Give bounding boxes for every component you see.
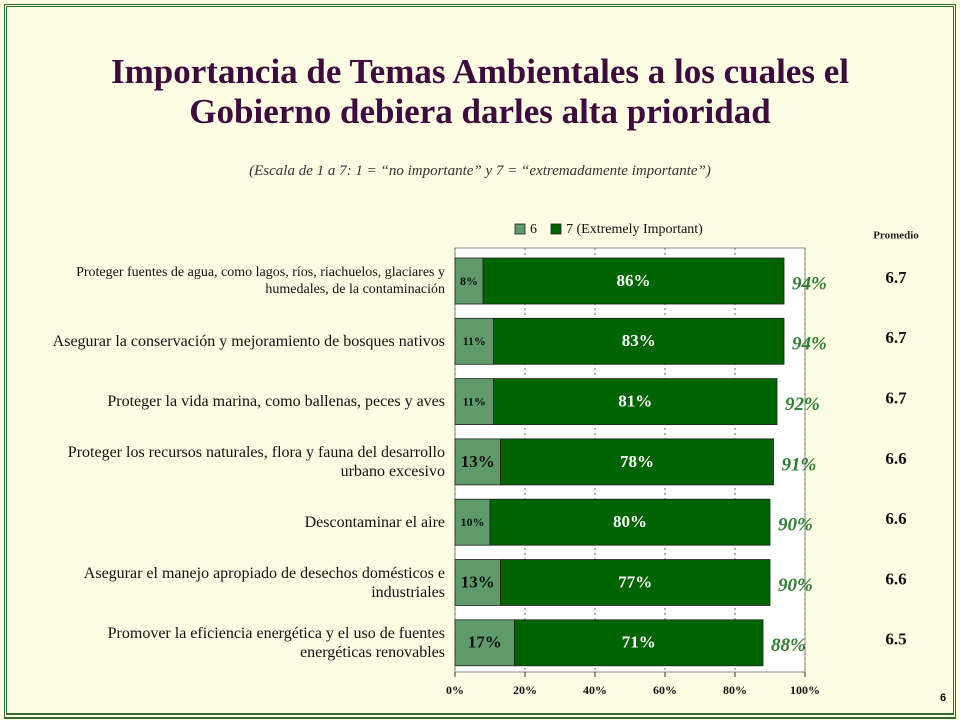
bar-segment	[454, 559, 501, 606]
bar-label: 77%	[618, 572, 652, 591]
bar-segment	[454, 438, 501, 486]
total-label: 94%	[792, 273, 827, 294]
total-label: 92%	[785, 394, 820, 415]
category-label: Proteger la vida marina, como ballenas, …	[107, 393, 445, 411]
total-label: 88%	[771, 635, 806, 656]
bar-segment	[493, 317, 785, 365]
title: Importancia de Temas Ambientales a los c…	[111, 52, 849, 131]
average-value: 6.7	[885, 268, 907, 287]
total-label: 91%	[782, 454, 817, 475]
bar-segment	[482, 257, 785, 305]
bar-segment	[454, 498, 491, 546]
x-tick-label: 0%	[446, 683, 464, 697]
x-tick-label: 80%	[723, 683, 747, 697]
bar-segment	[489, 498, 771, 546]
average-value: 6.7	[885, 389, 907, 408]
average-value: 6.7	[885, 328, 907, 347]
category-label: Promover la eficiencia energética y el u…	[107, 624, 445, 661]
category-label: Asegurar el manejo apropiado de desechos…	[83, 564, 445, 601]
bar-segment	[454, 317, 494, 365]
x-tick-label: 40%	[583, 683, 607, 697]
category-label: Asegurar la conservación y mejoramiento …	[52, 332, 445, 350]
bar-label: 81%	[618, 392, 652, 411]
bar-segment	[454, 619, 515, 667]
average-value: 6.6	[885, 449, 906, 468]
bar-label: 80%	[613, 512, 647, 531]
total-label: 90%	[778, 575, 813, 596]
bar-segment	[500, 438, 774, 486]
legend-swatch	[550, 223, 562, 235]
category-label: Descontaminar el aire	[304, 513, 445, 531]
category-label: Proteger fuentes de agua, como lagos, rí…	[76, 265, 445, 297]
bar-label: 13%	[461, 572, 495, 591]
bar-label: 83%	[622, 331, 656, 350]
bar-segment	[500, 559, 771, 606]
bar-label: 8%	[460, 274, 478, 288]
bar-segment	[454, 257, 484, 305]
bar-label: 11%	[463, 334, 486, 348]
subtitle: (Escala de 1 a 7: 1 = “no importante” y …	[249, 163, 711, 179]
category-label: Proteger los recursos naturales, flora y…	[67, 443, 445, 480]
bar-label: 71%	[622, 633, 656, 652]
legend-swatch	[514, 223, 526, 235]
bar-label: 11%	[463, 394, 486, 408]
bar-segment	[493, 378, 778, 426]
bar-label: 17%	[468, 633, 502, 652]
legend-label: 6	[530, 222, 537, 237]
bar-label: 13%	[461, 452, 495, 471]
total-label: 94%	[792, 334, 827, 355]
average-value: 6.6	[885, 569, 906, 588]
average-value: 6.6	[885, 509, 906, 528]
x-tick-label: 60%	[653, 683, 677, 697]
legend-label: 7 (Extremely Important)	[566, 222, 703, 237]
frame	[4, 4, 956, 719]
page-number: 6	[940, 692, 947, 704]
total-label: 90%	[778, 515, 813, 536]
x-tick-label: 100%	[790, 683, 820, 697]
average-value: 6.5	[885, 630, 906, 649]
bar-label: 10%	[461, 515, 485, 529]
bar-label: 78%	[620, 452, 654, 471]
x-tick-label: 20%	[513, 683, 537, 697]
bar-segment	[514, 619, 764, 667]
average-header: Promedio	[873, 230, 919, 242]
bar-label: 86%	[617, 271, 651, 290]
bar-segment	[454, 378, 494, 426]
